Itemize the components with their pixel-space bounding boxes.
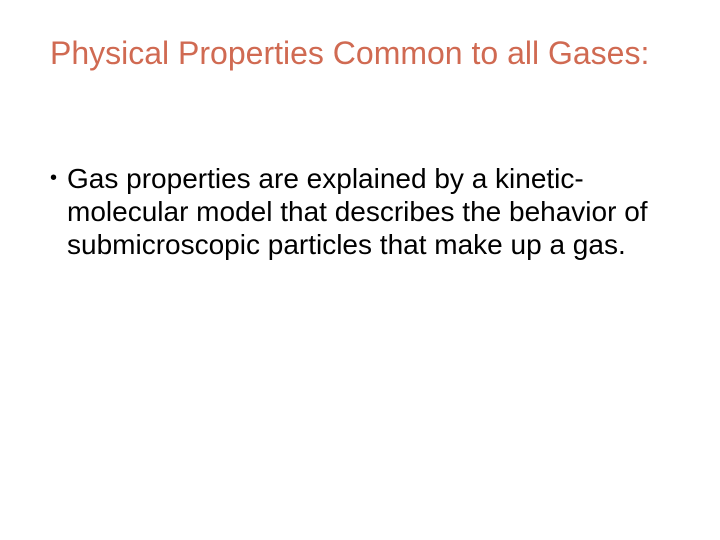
slide: Physical Properties Common to all Gases:…: [0, 0, 720, 540]
slide-body: • Gas properties are explained by a kine…: [50, 162, 670, 261]
bullet-text: Gas properties are explained by a kineti…: [67, 162, 657, 261]
slide-title: Physical Properties Common to all Gases:: [50, 34, 670, 72]
bullet-item: • Gas properties are explained by a kine…: [50, 162, 670, 261]
bullet-marker-icon: •: [50, 162, 57, 195]
